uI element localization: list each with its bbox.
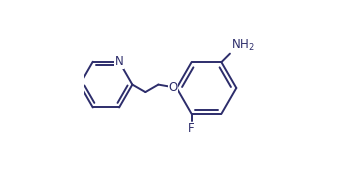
- Text: O: O: [168, 81, 178, 94]
- Text: NH$_2$: NH$_2$: [231, 38, 255, 53]
- Text: F: F: [188, 121, 195, 134]
- Text: N: N: [115, 55, 123, 68]
